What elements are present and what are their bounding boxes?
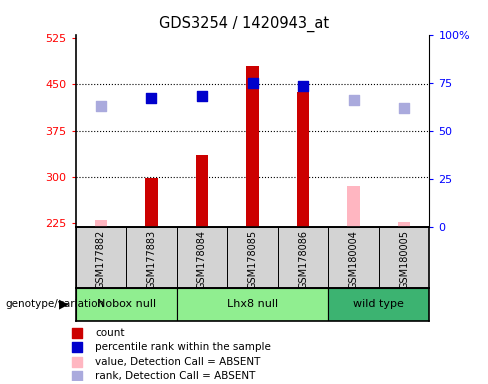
Point — [147, 95, 155, 101]
Text: Nobox null: Nobox null — [97, 299, 156, 310]
Bar — [177, 288, 328, 321]
Bar — [328, 227, 379, 288]
Bar — [145, 178, 158, 227]
Bar — [76, 288, 177, 321]
Text: GDS3254 / 1420943_at: GDS3254 / 1420943_at — [159, 15, 329, 31]
Text: GSM178084: GSM178084 — [197, 230, 207, 289]
Point — [198, 93, 206, 99]
Bar — [398, 222, 410, 227]
Point — [299, 83, 307, 89]
Text: genotype/variation: genotype/variation — [5, 299, 104, 310]
Point — [73, 359, 81, 365]
Text: wild type: wild type — [353, 299, 405, 310]
Text: ▶: ▶ — [59, 298, 68, 311]
Bar — [76, 227, 126, 288]
Point — [73, 373, 81, 379]
Bar — [347, 186, 360, 227]
Point — [249, 79, 257, 86]
Text: GSM177883: GSM177883 — [146, 230, 157, 289]
Point — [73, 330, 81, 336]
Text: GSM177882: GSM177882 — [96, 230, 106, 289]
Bar — [196, 155, 208, 227]
Bar — [246, 66, 259, 227]
Bar — [379, 227, 429, 288]
Bar — [278, 227, 328, 288]
Text: GSM180005: GSM180005 — [399, 230, 409, 289]
Text: GSM178085: GSM178085 — [247, 230, 258, 289]
Text: GSM178086: GSM178086 — [298, 230, 308, 289]
Bar — [297, 91, 309, 227]
Point — [350, 97, 358, 103]
Text: rank, Detection Call = ABSENT: rank, Detection Call = ABSENT — [95, 371, 255, 381]
Bar — [328, 288, 429, 321]
Text: percentile rank within the sample: percentile rank within the sample — [95, 342, 271, 353]
Point — [73, 344, 81, 351]
Text: value, Detection Call = ABSENT: value, Detection Call = ABSENT — [95, 357, 260, 367]
Bar — [126, 227, 177, 288]
Bar — [177, 227, 227, 288]
Text: count: count — [95, 328, 124, 338]
Bar — [227, 227, 278, 288]
Point — [97, 103, 105, 109]
Text: GSM180004: GSM180004 — [348, 230, 359, 288]
Text: Lhx8 null: Lhx8 null — [227, 299, 278, 310]
Point — [400, 104, 408, 111]
Bar — [95, 220, 107, 227]
